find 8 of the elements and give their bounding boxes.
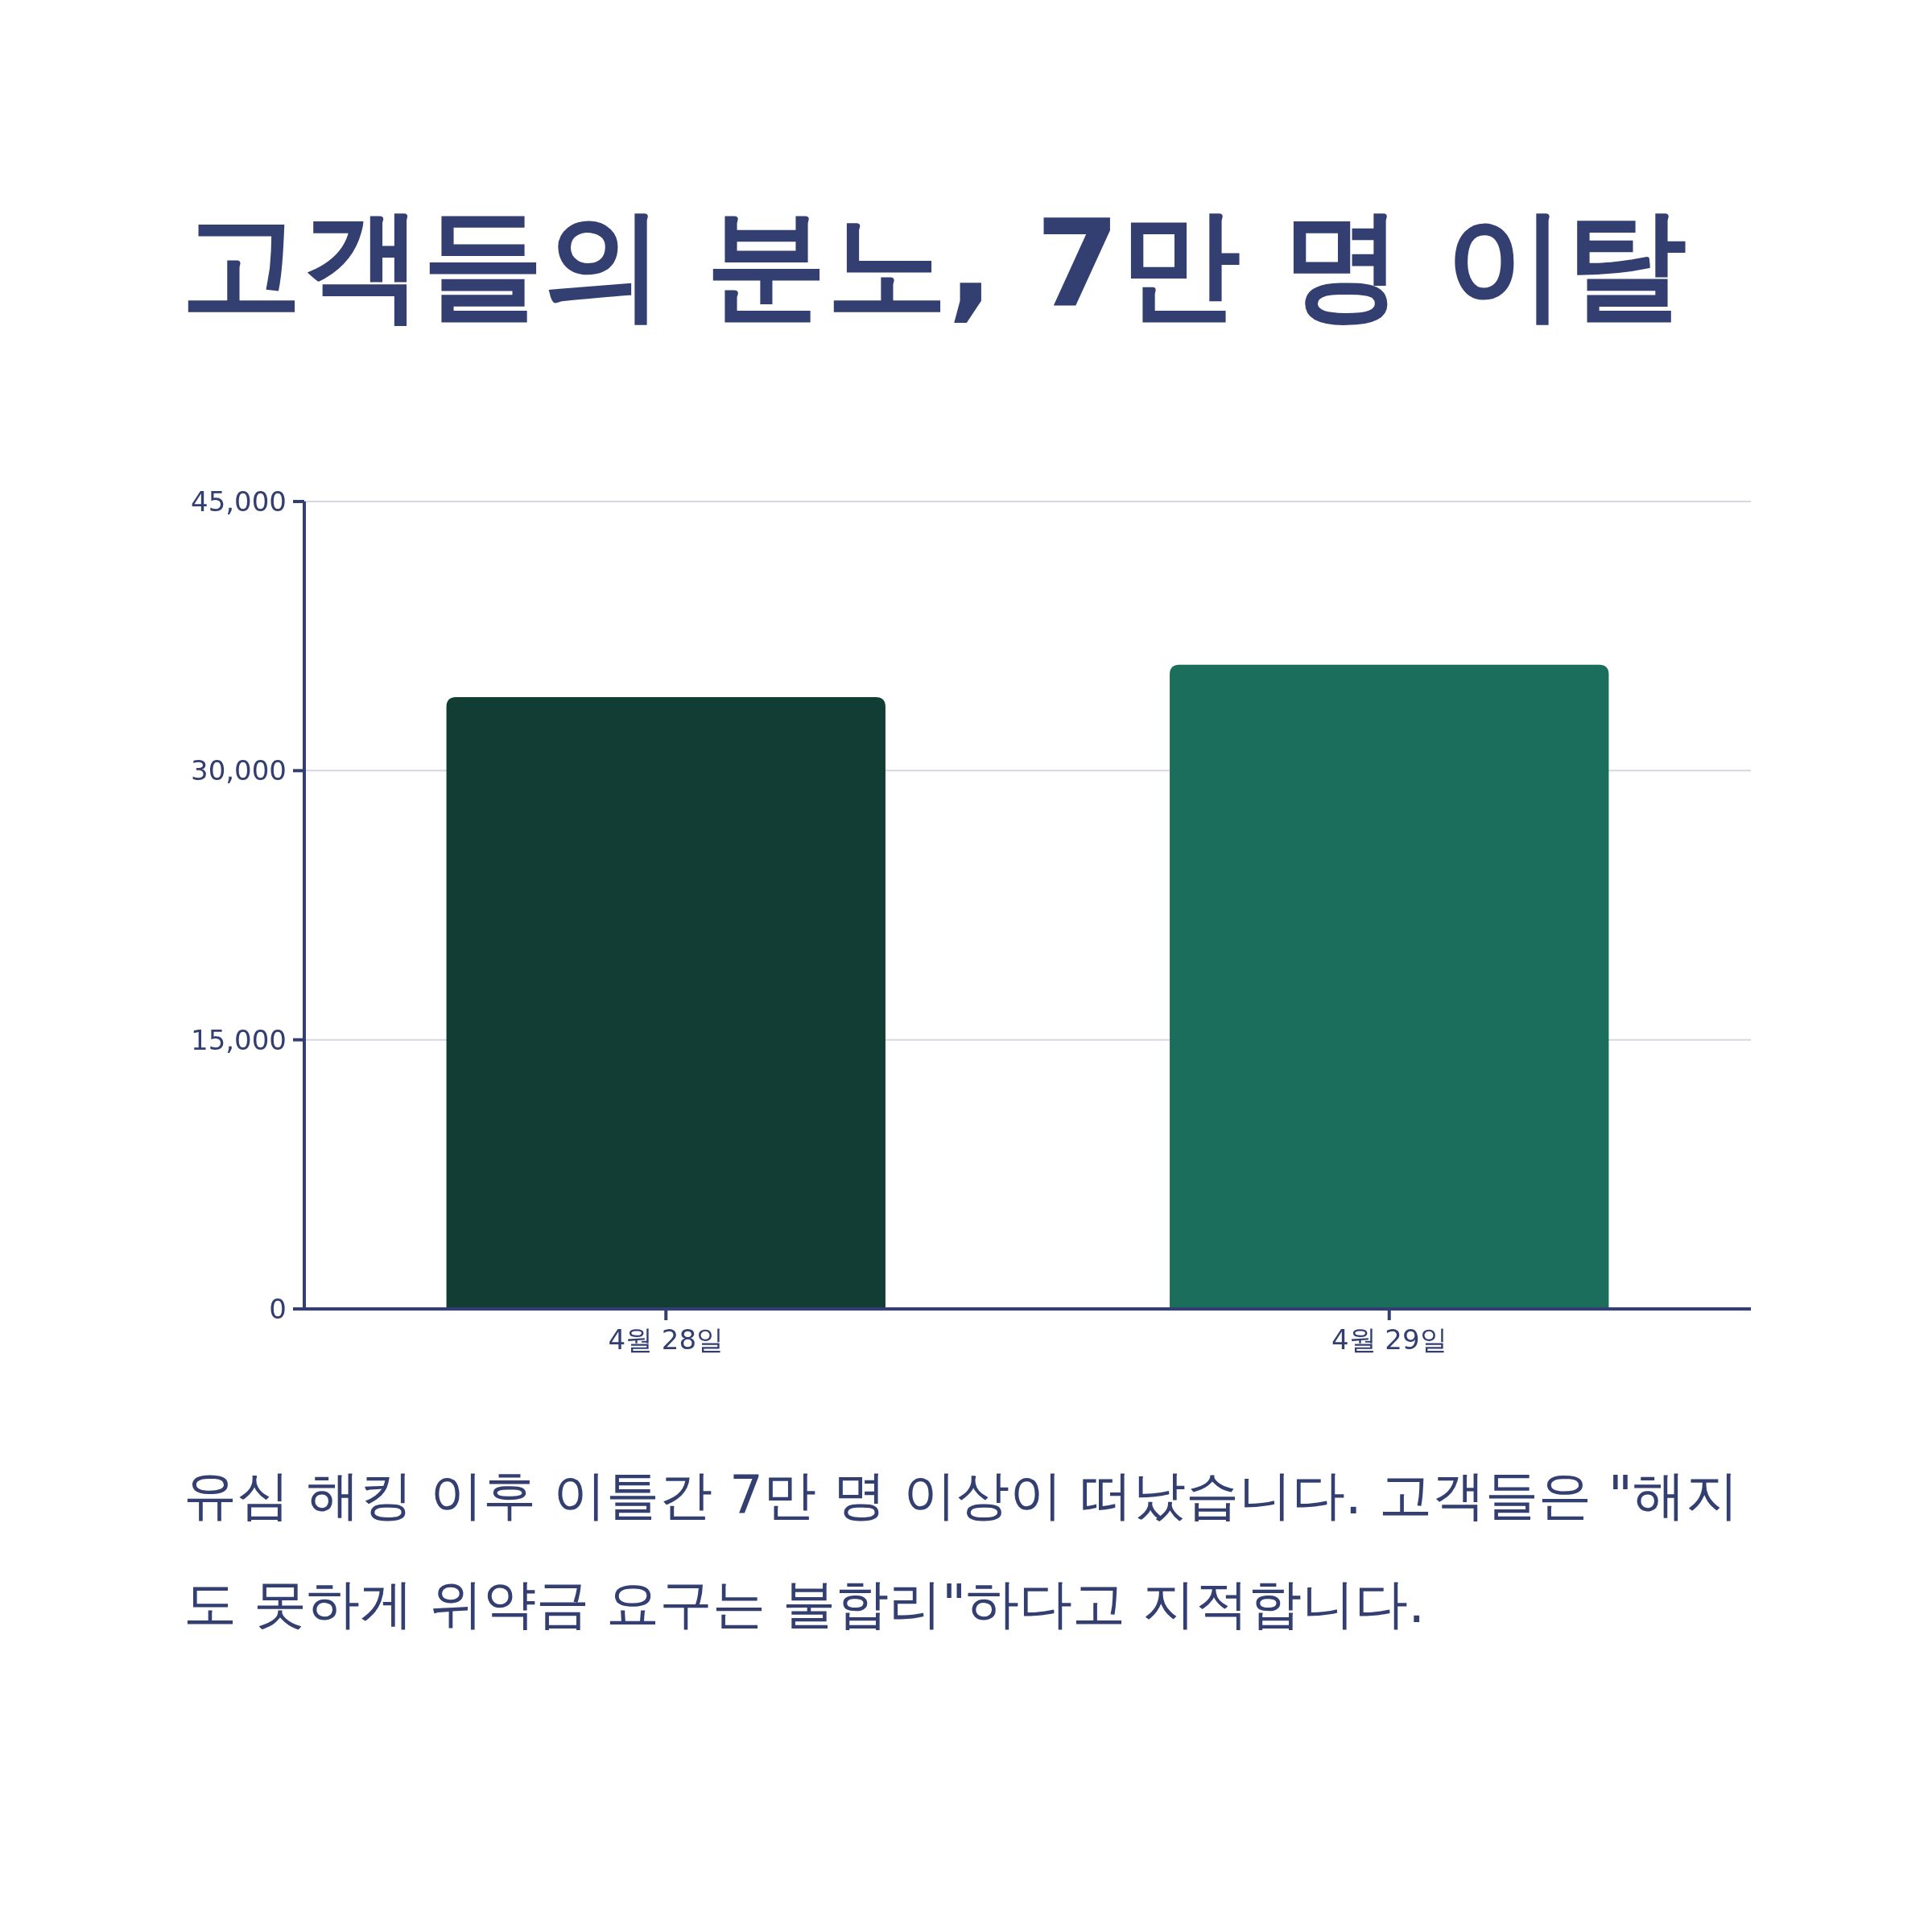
text: 유심 해킹 이후 이틀간 7만 명 이상이 떠났습니다. 고객들은 "해지도 못하게 위약금 요구는 불합리"하다고 지적합니다.: [184, 1463, 1740, 1637]
x-tick-label: 4월 29일: [1331, 1323, 1447, 1356]
y-tick-label: 15,000: [191, 1023, 287, 1056]
x-tick-label: 4월 28일: [608, 1323, 724, 1356]
chart-title: 고객들의 분노, 7만 명 이탈: [181, 193, 1688, 336]
y-tick-label: 45,000: [191, 485, 287, 518]
y-tick-label: 30,000: [191, 754, 287, 787]
y-tick-label: 0: [269, 1293, 287, 1325]
